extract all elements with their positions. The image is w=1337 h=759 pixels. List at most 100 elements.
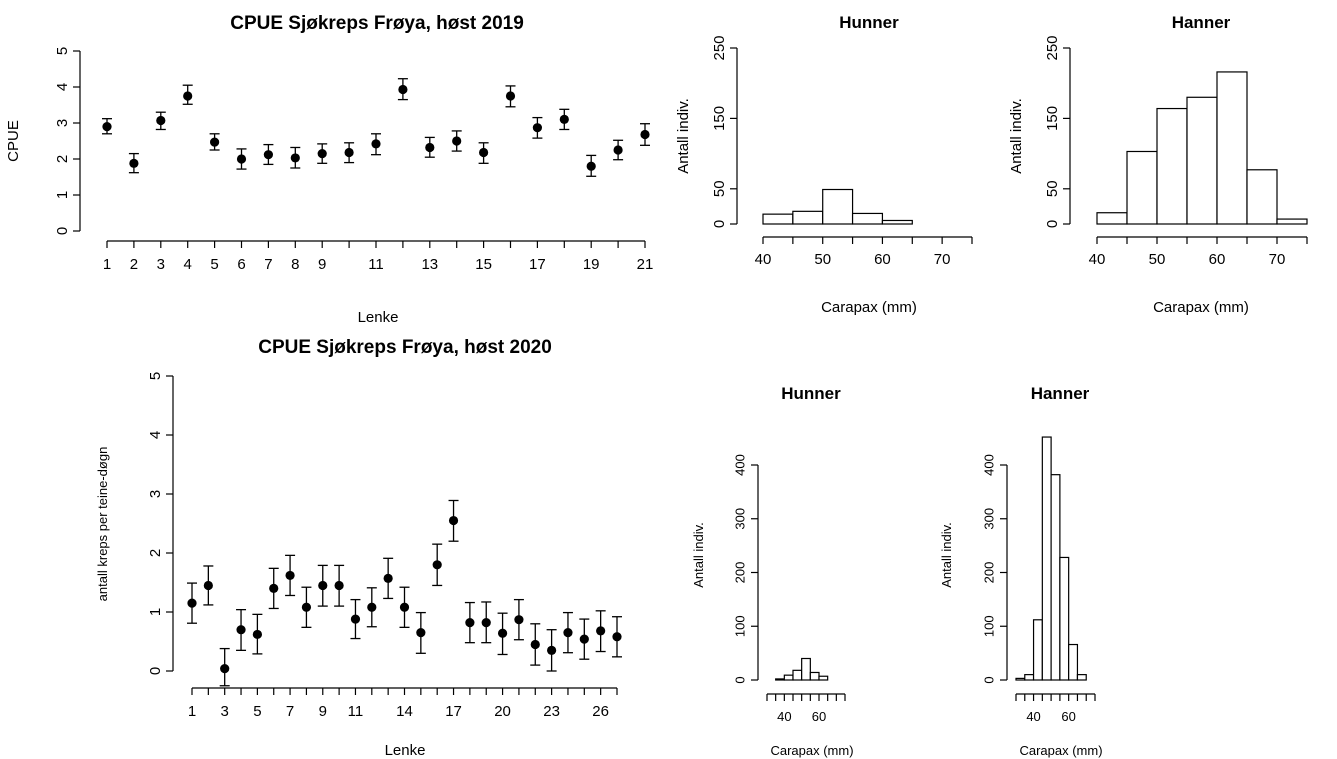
hist-2020-hanner-ytick-label: 0 [981, 676, 996, 683]
cpue-2019-point [344, 147, 354, 158]
hist-2020-hunner-xtick-label: 40 [777, 709, 791, 724]
hist-2019-hunner-bar [762, 213, 794, 225]
cpue-2019-point [505, 91, 516, 101]
cpue-2020-point [612, 632, 622, 642]
cpue-2019-point [479, 147, 489, 158]
cpue-2019-point [532, 123, 543, 133]
hist-2020-hanner-xtick-label: 40 [1026, 709, 1040, 724]
hist-2020-hunner-ytick-label: 0 [732, 676, 747, 683]
hist-2019-hanner-xtick-label: 40 [1089, 251, 1106, 268]
cpue-2020-point [514, 615, 524, 625]
hist-2019-hunner-bar [822, 188, 854, 225]
cpue-2020-xtick-label: 11 [348, 703, 364, 720]
hist-2020-hunner-bar [792, 669, 803, 681]
hist-2019-hunner-xtick-label: 60 [874, 251, 891, 268]
cpue-2020-point [252, 629, 262, 640]
cpue-2019-ytick-label: 4 [54, 83, 71, 91]
cpue-2019-xtick-label: 7 [264, 256, 272, 273]
hist-2020-hunner-bar [801, 657, 811, 681]
hist-2019-hunner-bar [881, 219, 913, 225]
cpue-2019-point [371, 139, 381, 149]
cpue-2019-xlabel: Lenke [358, 309, 399, 326]
cpue-2019-xtick-label: 21 [637, 256, 654, 273]
hist-2020-hunner-panel: Hunner Carapax (mm) Antall indiv. 0 100 20… [691, 384, 854, 758]
hist-2020-hunner-xtick-label: 60 [812, 709, 826, 724]
hist-2019-hunner-ylabel: Antall indiv. [675, 98, 692, 174]
cpue-2020-point [318, 580, 328, 591]
hist-2019-hanner-ytick-label: 0 [1044, 220, 1061, 228]
cpue-2020-xtick-label: 14 [396, 703, 413, 720]
cpue-2020-point [367, 602, 377, 612]
cpue-2019-xtick-label: 1 [103, 256, 111, 273]
cpue-2020-point [203, 580, 213, 591]
cpue-2020-point [383, 573, 393, 583]
hist-2020-hanner-bar [1024, 674, 1035, 681]
cpue-2020-point [236, 625, 246, 635]
cpue-2020-xtick-label: 1 [188, 703, 196, 720]
cpue-2019-point [452, 136, 462, 146]
cpue-2019-xtick-label: 13 [421, 256, 438, 273]
cpue-2019-point [586, 161, 596, 171]
hist-2020-hanner-ytick-label: 400 [981, 454, 996, 476]
cpue-2019-xtick-label: 3 [157, 256, 165, 273]
hist-2020-hunner-ytick-label: 200 [732, 562, 747, 584]
cpue-2020-xtick-label: 3 [221, 703, 229, 720]
hist-2020-hunner-xlabel: Carapax (mm) [770, 743, 853, 758]
cpue-2019-title: CPUE Sjøkreps Frøya, høst 2019 [230, 13, 524, 34]
hist-2020-hanner-xtick-label: 60 [1061, 709, 1075, 724]
hist-2019-hunner-xtick-label: 40 [755, 251, 772, 268]
hist-2020-hanner-ytick-label: 200 [981, 562, 996, 584]
hist-2019-hanner-title: Hanner [1172, 13, 1231, 32]
cpue-2020-xtick-label: 20 [494, 703, 511, 720]
hist-2019-hunner-ytick-label: 150 [711, 106, 728, 131]
hist-2019-hunner-panel: Hunner Carapax (mm) Antall indiv. 0 50 150… [675, 13, 973, 316]
hist-2019-hunner-title: Hunner [839, 13, 899, 32]
hist-2019-hunner-xtick-label: 70 [934, 251, 951, 268]
hist-2020-hunner-title: Hunner [781, 384, 841, 403]
cpue-2020-point [399, 602, 410, 612]
hist-2019-hanner-panel: Hanner Carapax (mm) Antall indiv. 0 50 150… [1008, 13, 1308, 316]
cpue-2020-ytick-label: 5 [147, 372, 164, 380]
cpue-2019-point [640, 129, 650, 140]
hist-2019-hunner-ytick-label: 50 [711, 180, 728, 197]
cpue-2020-point [563, 628, 573, 638]
hist-2020-hanner-bar [1050, 474, 1061, 681]
cpue-2020-point [481, 618, 491, 628]
cpue-2019-xtick-label: 19 [583, 256, 600, 273]
cpue-2020-point [497, 628, 508, 638]
cpue-2019-xtick-label: 17 [529, 256, 546, 273]
cpue-2020-point [448, 515, 459, 526]
hist-2020-hanner-bar [1059, 556, 1070, 681]
hist-2020-hunner-ytick-label: 400 [732, 454, 747, 476]
cpue-2019-point [613, 145, 623, 155]
cpue-2019-point [425, 142, 435, 153]
cpue-2020-point [465, 618, 475, 628]
cpue-2020-ytick-label: 0 [147, 667, 164, 675]
cpue-2020-point [416, 628, 426, 638]
hist-2019-hanner-xtick-label: 60 [1209, 251, 1226, 268]
cpue-2019-ytick-label: 2 [54, 155, 71, 163]
cpue-2019-xtick-label: 6 [237, 256, 245, 273]
cpue-2020-ylabel: antall kreps per teine-døgn [95, 447, 110, 602]
cpue-2020-point [432, 560, 442, 570]
hist-2020-hunner-bar [809, 671, 820, 681]
hist-2019-hanner-bar [1246, 169, 1278, 225]
hist-2019-hanner-ylabel: Antall indiv. [1008, 98, 1025, 174]
cpue-2020-title: CPUE Sjøkreps Frøya, høst 2020 [258, 337, 552, 358]
hist-2019-hunner-xtick-label: 50 [814, 251, 831, 268]
hist-2020-hanner-ytick-label: 100 [981, 615, 996, 637]
cpue-2020-xtick-label: 26 [592, 703, 609, 720]
hist-2020-hunner-ytick-label: 300 [732, 508, 747, 530]
hist-2019-hunner-bar [792, 210, 824, 225]
hist-2020-hanner-bar [1015, 677, 1026, 681]
cpue-2020-ytick-label: 2 [147, 549, 164, 557]
cpue-2019-ytick-label: 3 [54, 119, 71, 127]
cpue-2019-ylabel: CPUE [5, 120, 22, 162]
hist-2019-hanner-bar [1156, 107, 1188, 225]
cpue-2019-xtick-label: 8 [291, 256, 299, 273]
cpue-2020-ytick-label: 3 [147, 490, 164, 498]
hist-2020-hunner-ylabel: Antall indiv. [691, 522, 706, 588]
cpue-2019-xtick-label: 2 [130, 256, 138, 273]
hist-2020-hanner-title: Hanner [1031, 384, 1090, 403]
cpue-2020-ytick-label: 1 [147, 608, 164, 616]
